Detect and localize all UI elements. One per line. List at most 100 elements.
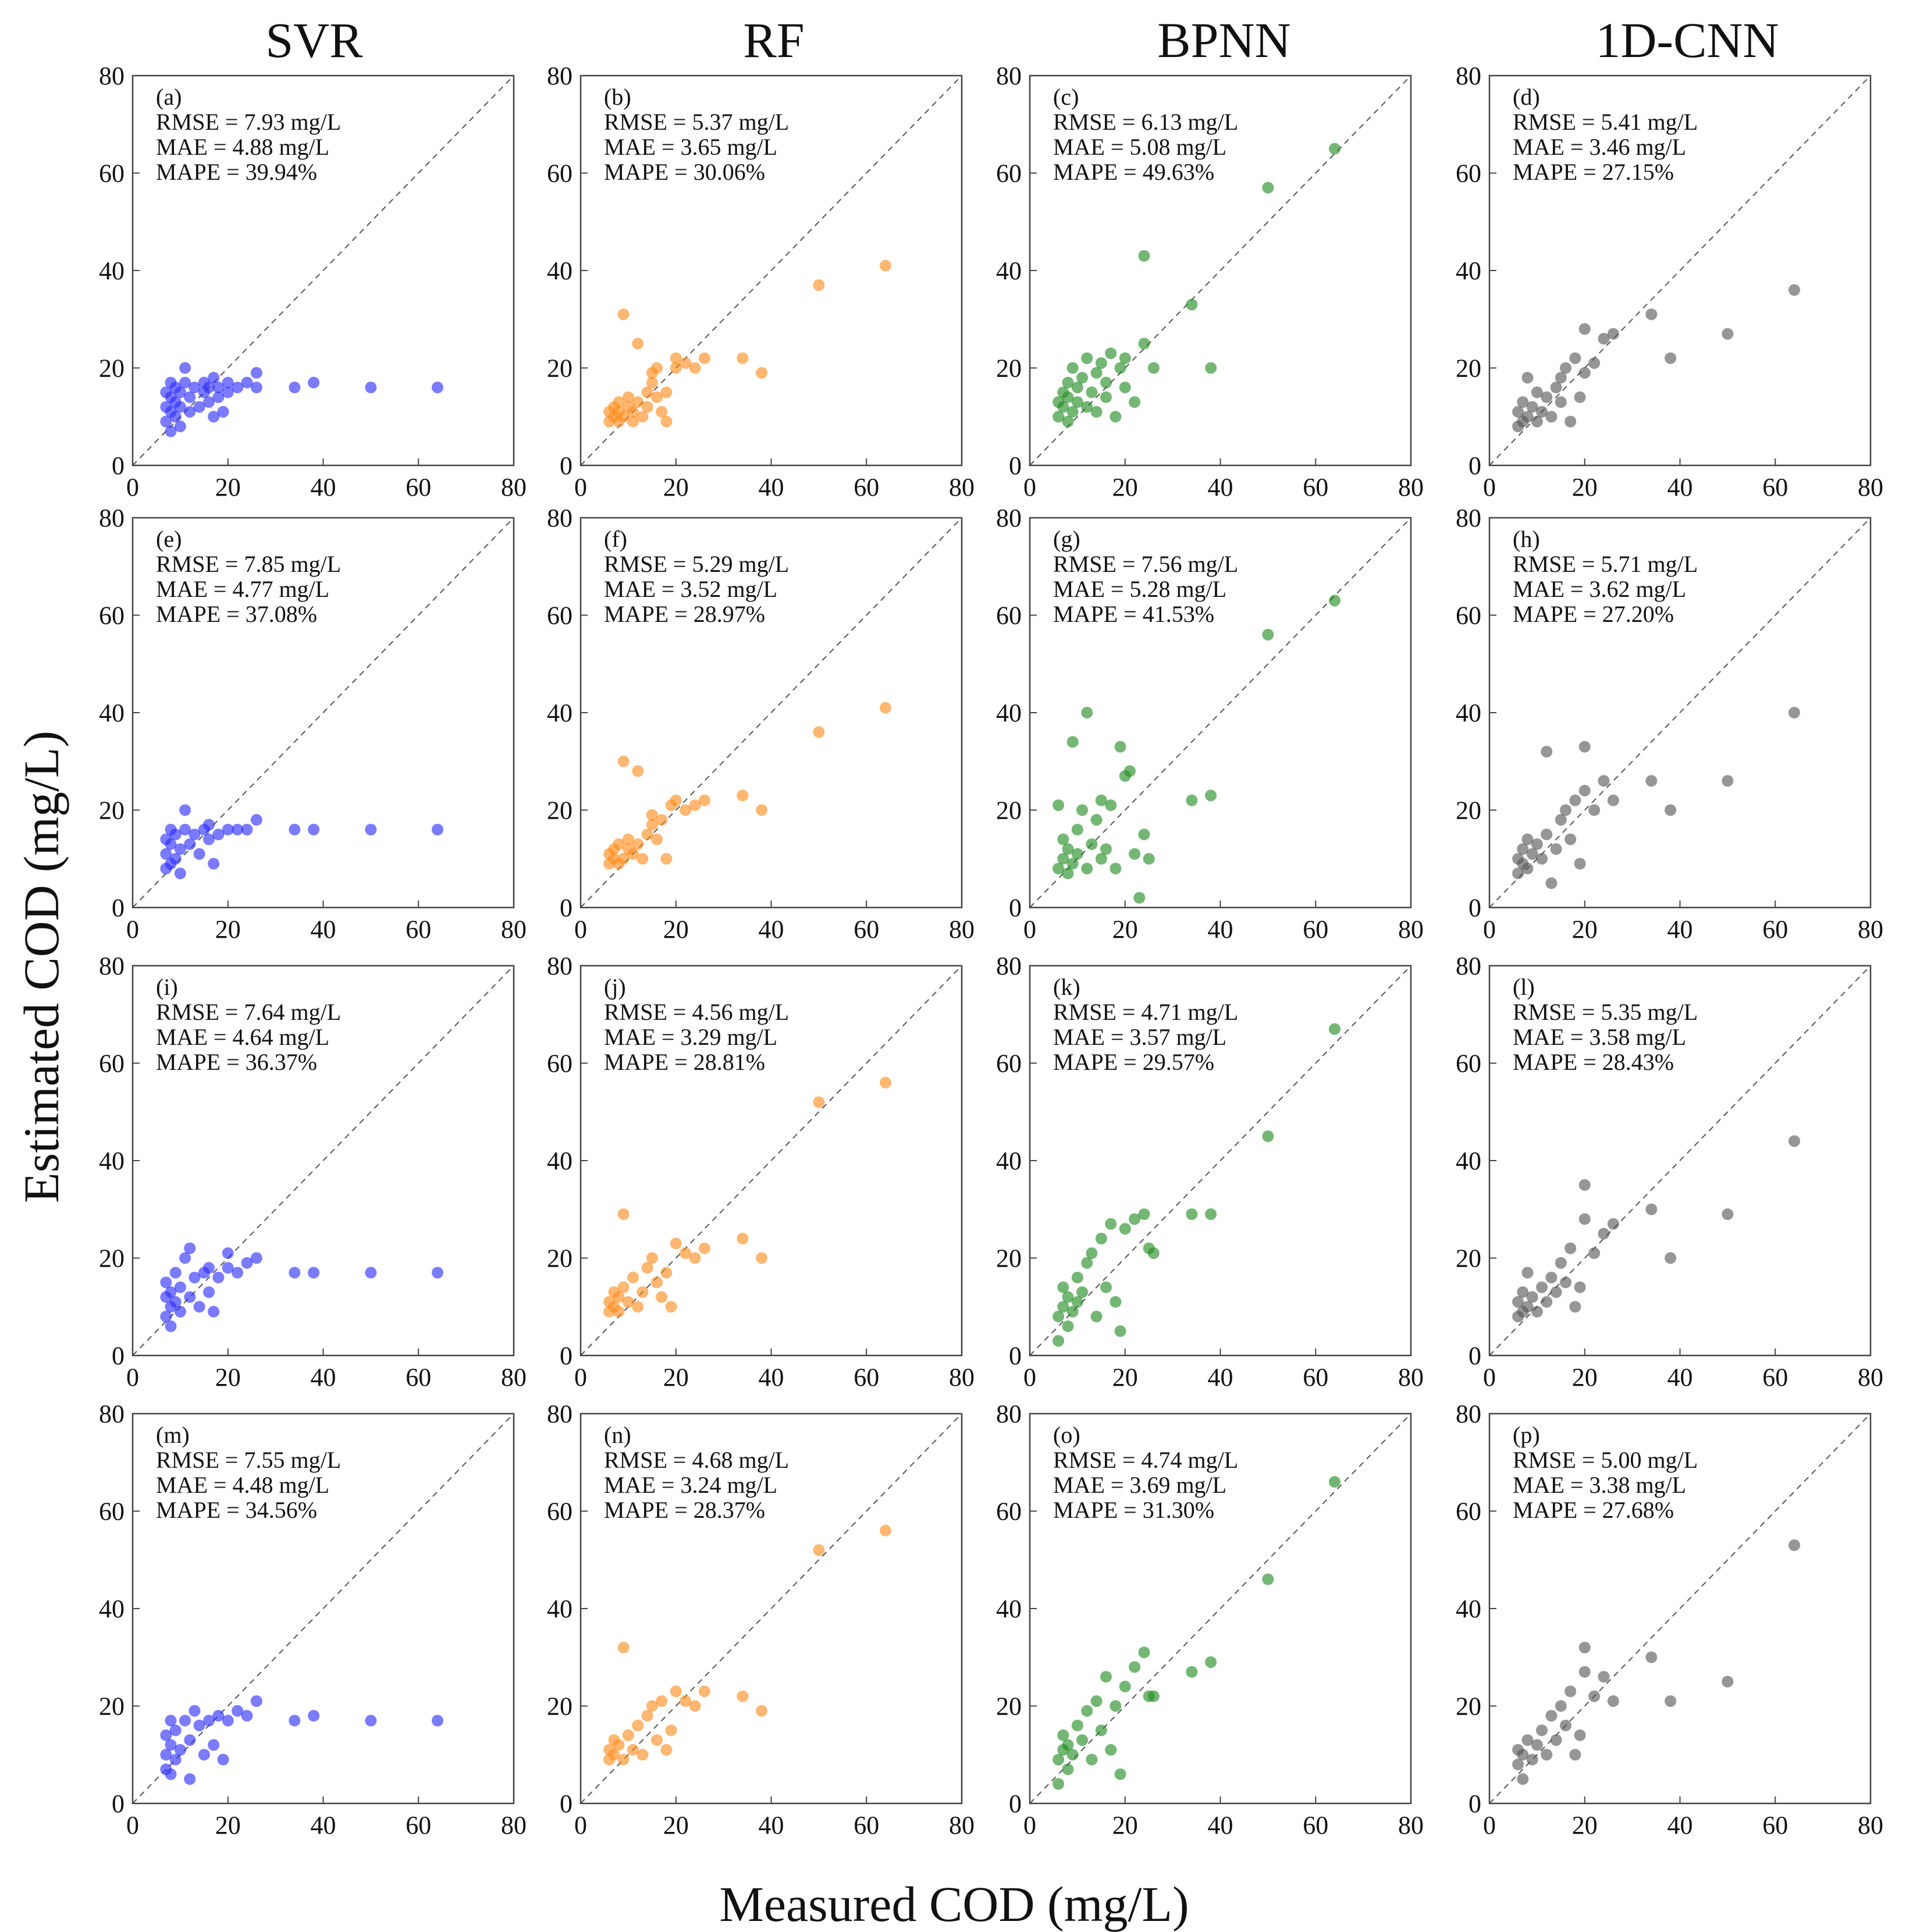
panel-c-point <box>1071 382 1083 393</box>
panel-g-point <box>1071 824 1083 835</box>
panel-f-point <box>613 838 625 851</box>
panel-i: 0 20 40 60 80 0 20 40 60 80 (i)RMSE = 7.64 mg/LMAE… <box>99 952 527 1392</box>
panel-l-point <box>1564 1242 1577 1254</box>
panel-h-point <box>1588 804 1601 816</box>
panel-g-point <box>1129 848 1141 860</box>
panel-i-x-tick-label: 0 <box>126 1363 139 1392</box>
panel-i-y-tick-label: 0 <box>112 1342 125 1370</box>
panel-k-point <box>1095 1233 1107 1244</box>
panel-l-y-tick-label: 80 <box>1456 952 1481 980</box>
panel-j-y-tick-label: 0 <box>560 1342 573 1370</box>
panel-p-point <box>1560 1720 1571 1731</box>
panel-j-point <box>613 1305 625 1318</box>
panel-h-point <box>1578 741 1591 753</box>
panel-m-point <box>217 1753 229 1766</box>
panel-h-point <box>1512 867 1524 880</box>
panel-n-x-tick-label: 40 <box>759 1811 784 1840</box>
panel-j-identity-line <box>580 965 962 1356</box>
panel-n-y-tick-label: 40 <box>547 1595 573 1623</box>
panel-b-point <box>670 352 682 364</box>
panel-j-point <box>813 1096 825 1108</box>
panel-b-point <box>651 391 663 403</box>
panel-o-x-tick-label: 20 <box>1112 1811 1138 1840</box>
panel-e-rmse: RMSE = 7.85 mg/L <box>156 551 341 577</box>
panel-c-point <box>1186 298 1198 311</box>
panel-h: 0 20 40 60 80 0 20 40 60 80 (h)RMSE = 5.71 mg/LMAE… <box>1456 504 1883 944</box>
panel-i-point <box>308 1266 320 1279</box>
panel-h-x-tick-label: 80 <box>1858 915 1883 944</box>
panel-n-y-tick-label: 0 <box>560 1789 573 1818</box>
panel-h-y-tick-label: 60 <box>1456 602 1481 630</box>
panel-i-label: (i) <box>156 974 178 1000</box>
panel-c-point <box>1329 143 1340 155</box>
panel-l-point <box>1521 1266 1534 1279</box>
panel-o-point <box>1062 1763 1074 1776</box>
panel-p-point <box>1564 1685 1577 1698</box>
panel-f-point <box>756 804 768 816</box>
panel-f-point <box>646 809 658 821</box>
panel-o-x-tick-label: 80 <box>1398 1811 1424 1840</box>
panel-p-label: (p) <box>1513 1422 1540 1448</box>
panel-d-label: (d) <box>1513 84 1540 110</box>
panel-c-x-tick-label: 80 <box>1398 473 1424 501</box>
panel-i-point <box>250 1252 262 1264</box>
panel-b-point <box>660 386 673 399</box>
panel-g-label: (g) <box>1053 526 1080 552</box>
panel-k-x-tick-label: 60 <box>1303 1363 1328 1392</box>
panel-d-x-tick-label: 20 <box>1572 473 1598 501</box>
panel-c-x-tick-label: 0 <box>1023 473 1036 501</box>
panel-o-point <box>1147 1690 1160 1702</box>
panel-f: 0 20 40 60 80 0 20 40 60 80 (f)RMSE = 5.29 mg/LMAE… <box>547 504 975 944</box>
panel-k-point <box>1138 1208 1150 1221</box>
panel-c-point <box>1090 367 1103 379</box>
panel-k-point <box>1086 1247 1098 1259</box>
panel-i-rmse: RMSE = 7.64 mg/L <box>156 999 341 1025</box>
panel-a-point <box>212 382 225 393</box>
panel-k-rmse: RMSE = 4.71 mg/L <box>1053 999 1238 1025</box>
panel-k-x-tick-label: 0 <box>1023 1363 1036 1392</box>
panel-k-point <box>1071 1296 1083 1308</box>
panel-m-point <box>432 1714 443 1727</box>
panel-g-point <box>1095 853 1107 865</box>
panel-o-x-tick-label: 0 <box>1023 1811 1036 1840</box>
panel-e-point <box>165 838 177 851</box>
panel-d-point <box>1788 284 1800 296</box>
panel-e-x-tick-label: 0 <box>126 915 139 944</box>
panel-c-point <box>1062 391 1074 403</box>
panel-m-point <box>198 1749 210 1761</box>
panel-d-y-tick-label: 80 <box>1456 62 1481 90</box>
panel-k-y-tick-label: 20 <box>996 1244 1022 1273</box>
panel-i-point <box>174 1305 186 1318</box>
panel-n-x-tick-label: 80 <box>949 1811 975 1840</box>
panel-n: 0 20 40 60 80 0 20 40 60 80 (n)RMSE = 4.68 mg/LMAE… <box>547 1400 975 1840</box>
panel-m-point <box>232 1705 244 1717</box>
panel-c-y-tick-label: 60 <box>996 159 1022 188</box>
panel-f-point <box>637 853 649 865</box>
panel-l-point <box>1541 1296 1553 1308</box>
panel-f-point <box>622 833 634 845</box>
panel-b-x-tick-label: 60 <box>854 473 879 501</box>
panel-j-mape: MAPE = 28.81% <box>604 1049 765 1075</box>
panel-h-point <box>1564 833 1577 845</box>
column-title-rf: RF <box>743 12 804 68</box>
panel-d-point <box>1526 401 1538 413</box>
panel-g-point <box>1105 799 1117 812</box>
panel-f-point <box>656 814 668 826</box>
panel-j-point <box>622 1296 634 1308</box>
panel-b-label: (b) <box>604 84 631 110</box>
panel-i-x-tick-label: 80 <box>501 1363 527 1392</box>
panel-o-point <box>1262 1573 1274 1585</box>
panel-h-point <box>1521 863 1534 874</box>
panel-o-point <box>1062 1739 1074 1751</box>
panel-m-point <box>179 1714 191 1727</box>
panel-c-x-tick-label: 60 <box>1303 473 1328 501</box>
panel-o-point <box>1052 1778 1065 1790</box>
panel-l-y-tick-label: 60 <box>1456 1049 1481 1078</box>
panel-n-point <box>656 1695 668 1707</box>
panel-p-point <box>1536 1724 1548 1737</box>
panel-l-mae: MAE = 3.58 mg/L <box>1513 1024 1686 1050</box>
panel-a-point <box>222 376 234 389</box>
panel-d-point <box>1564 415 1577 428</box>
panel-k-point <box>1076 1286 1089 1298</box>
panel-c-identity-line <box>1029 75 1411 466</box>
